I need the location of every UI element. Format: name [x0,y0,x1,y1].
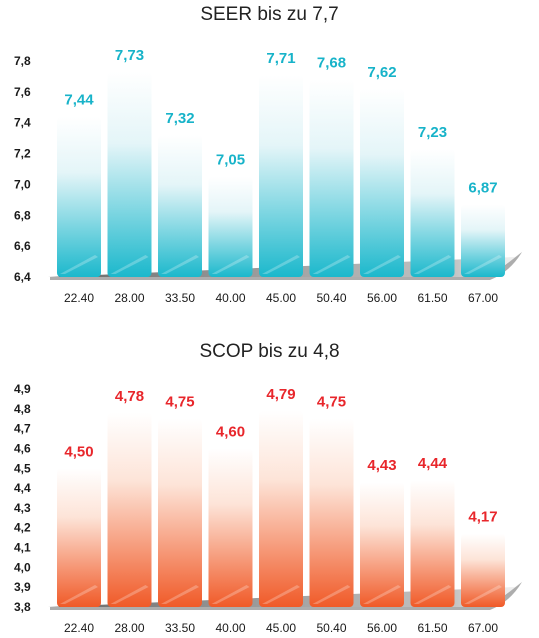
scop-bar-highlight [312,585,351,604]
scop-y-tick: 4,2 [14,521,31,535]
seer-bar-highlight [211,255,250,274]
scop-bar-highlight [211,585,250,604]
seer-floor-shadow-base [50,252,522,280]
scop-floor-shadow-base [50,582,522,610]
seer-x-tick: 33.50 [165,291,195,305]
seer-y-tick: 7,6 [14,85,31,99]
scop-bar-highlight [60,585,98,604]
scop-bar [107,412,152,607]
scop-y-tick: 4,3 [14,501,31,515]
seer-x-tick: 45.00 [266,291,296,305]
seer-bar-highlight [312,255,351,274]
scop-data-label: 4,50 [64,443,93,460]
seer-y-tick: 6,6 [14,239,31,253]
seer-data-label: 6,87 [468,179,497,196]
scop-y-tick: 4,4 [14,481,31,495]
scop-bar [360,482,404,607]
seer-data-label: 7,23 [418,124,447,141]
scop-bar [461,533,505,607]
scop-data-label: 4,44 [418,455,448,472]
scop-x-tick: 28.00 [114,621,144,635]
seer-bar [57,116,101,278]
scop-y-tick: 4,0 [14,560,31,574]
seer-data-label: 7,05 [216,152,245,169]
scop-data-label: 4,75 [317,394,346,411]
seer-y-tick: 6,4 [14,270,31,284]
seer-bar [208,176,253,277]
seer-data-label: 7,71 [266,50,295,67]
scop-bar [57,468,101,607]
scop-bar-highlight [262,585,300,604]
scop-y-tick: 4,9 [14,382,31,396]
scop-bar-highlight [413,585,452,604]
seer-bar-highlight [413,255,452,274]
scop-chart-title: SCOP bis zu 4,8 [199,341,340,362]
scop-y-tick: 4,6 [14,441,31,455]
seer-x-tick: 40.00 [215,291,245,305]
scop-floor-shadow [48,579,525,607]
scop-bar [208,448,253,607]
scop-x-tick: 40.00 [215,621,245,635]
seer-data-label: 7,68 [317,55,346,72]
scop-bar [158,418,202,607]
seer-x-tick: 67.00 [468,291,498,305]
scop-data-label: 4,60 [216,423,245,440]
seer-x-tick: 50.40 [316,291,346,305]
scop-y-tick: 4,1 [14,541,31,555]
scop-y-tick: 4,8 [14,402,31,416]
seer-x-tick: 22.40 [64,291,94,305]
seer-x-tick: 61.50 [417,291,447,305]
scop-bar [309,418,354,607]
scop-y-tick: 4,7 [14,422,31,436]
seer-bar [259,74,303,277]
scop-x-tick: 22.40 [64,621,94,635]
seer-bar [107,71,152,277]
seer-bar [461,204,505,277]
scop-x-tick: 67.00 [468,621,498,635]
seer-bar-highlight [110,255,149,274]
seer-floor-shadow [48,249,525,277]
seer-chart-title: SEER bis zu 7,7 [200,4,339,25]
seer-y-tick: 7,8 [14,54,31,68]
seer-chart: 6,4 6,6 6,8 7,0 7,2 7,4 7,6 7,8 7,44 22.40 7,73 28.… [14,47,525,305]
scop-data-label: 4,17 [468,509,497,526]
seer-data-label: 7,32 [165,110,194,127]
scop-x-tick: 56.00 [367,621,397,635]
scop-x-tick: 45.00 [266,621,296,635]
scop-data-label: 4,79 [266,386,295,403]
seer-y-tick: 7,2 [14,147,31,161]
seer-bar [158,135,202,277]
seer-bar-highlight [60,255,98,274]
scop-y-tick: 4,5 [14,461,31,475]
seer-bar [410,148,455,277]
scop-y-tick: 3,9 [14,580,31,594]
seer-bar-highlight [161,255,199,274]
scop-x-tick: 50.40 [316,621,346,635]
scop-bar [259,410,303,607]
seer-x-tick: 28.00 [114,291,144,305]
scop-bar-highlight [110,585,149,604]
scop-bar [410,480,455,607]
scop-data-label: 4,43 [367,457,396,474]
scop-bar-highlight [161,585,199,604]
seer-data-label: 7,44 [64,92,94,109]
seer-x-tick: 56.00 [367,291,397,305]
scop-bar-highlight [363,585,401,604]
scop-data-label: 4,75 [165,394,194,411]
scop-data-label: 4,78 [115,388,144,405]
seer-bar-highlight [464,255,502,274]
seer-bar-highlight [262,255,300,274]
seer-bar [309,79,354,277]
seer-y-tick: 6,8 [14,208,31,222]
seer-y-tick: 7,0 [14,177,31,191]
seer-data-label: 7,62 [367,64,396,81]
scop-x-tick: 33.50 [165,621,195,635]
scop-bar-highlight [464,585,502,604]
scop-y-tick: 3,8 [14,600,31,614]
seer-data-label: 7,73 [115,47,144,64]
seer-bar-highlight [363,255,401,274]
seer-bar [360,88,404,278]
scop-x-tick: 61.50 [417,621,447,635]
seer-y-tick: 7,4 [14,116,31,130]
